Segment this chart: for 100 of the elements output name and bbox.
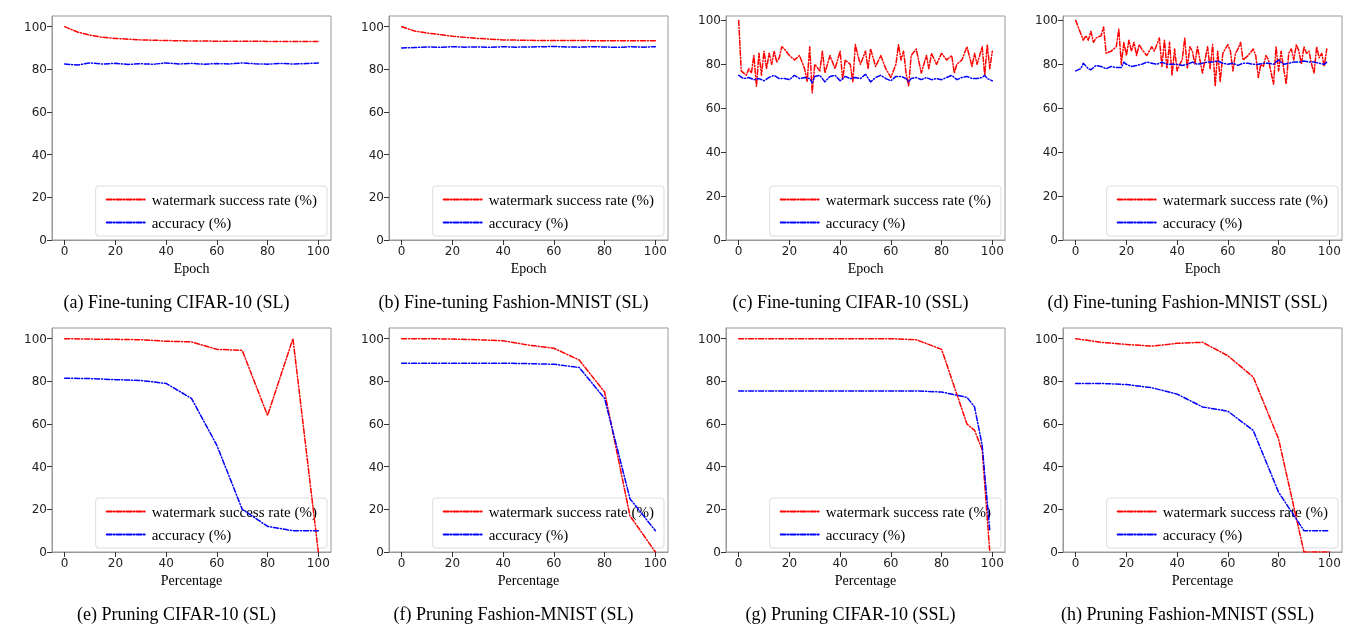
y-tick-label: 80: [31, 374, 47, 389]
line-series: [737, 337, 991, 553]
x-tick-label: 40: [1169, 556, 1185, 570]
y-tick-label: 20: [31, 190, 47, 205]
text: (h) Pruning Fashion-MNIST (SSL): [1060, 604, 1315, 625]
x-tick-label: 40: [158, 244, 174, 258]
x-tick-label: 100: [643, 556, 667, 570]
x-tick-label: 40: [832, 556, 848, 570]
line-series: [400, 25, 657, 42]
x-axis-title: Epoch: [510, 261, 547, 277]
x-tick-label: 100: [643, 244, 667, 258]
y-tick-label: 80: [1042, 57, 1058, 72]
line-series: [1074, 382, 1331, 532]
x-tick-label: 60: [883, 556, 899, 570]
x-tick-label: 80: [596, 244, 613, 258]
legend-label: accuracy (%): [151, 526, 232, 544]
y-tick-label: 100: [24, 331, 47, 346]
y-tick-label: 0: [376, 545, 384, 559]
x-tick-label: 20: [444, 244, 461, 258]
y-tick-label: 40: [705, 459, 721, 474]
y-tick-label: 40: [1042, 459, 1058, 474]
text: (a) Fine-tuning CIFAR-10 (SL): [63, 292, 290, 313]
y-tick-label: 100: [1035, 331, 1058, 346]
line-series: [737, 19, 994, 94]
y-tick-label: 20: [368, 502, 384, 517]
y-tick-label: 100: [361, 331, 384, 346]
text: (d) Fine-tuning Fashion-MNIST (SSL): [1047, 292, 1328, 313]
text: (g) Pruning CIFAR-10 (SSL): [745, 604, 956, 625]
y-tick-label: 0: [39, 233, 47, 247]
y-tick-label: 40: [368, 147, 384, 162]
x-tick-label: 60: [209, 556, 225, 570]
y-tick-label: 80: [1042, 374, 1058, 389]
y-tick-label: 60: [368, 417, 384, 431]
legend-label: accuracy (%): [1162, 526, 1243, 544]
x-tick-label: 20: [107, 556, 124, 570]
legend-label: watermark success rate (%): [825, 191, 992, 209]
x-axis-title: Percentage: [834, 573, 897, 589]
x-axis-title: Percentage: [1171, 573, 1234, 589]
y-tick-label: 40: [368, 459, 384, 474]
y-tick-label: 60: [705, 101, 721, 116]
x-tick-label: 20: [781, 556, 798, 570]
x-tick-label: 80: [259, 556, 276, 570]
y-tick-label: 60: [31, 417, 47, 431]
legend-label: accuracy (%): [825, 214, 906, 232]
x-axis-title: Epoch: [847, 261, 884, 277]
x-tick-label: 40: [158, 556, 174, 570]
x-tick-label: 40: [495, 244, 511, 258]
line-series: [737, 390, 991, 532]
y-tick-label: 0: [1050, 233, 1058, 247]
y-tick-label: 20: [1042, 502, 1058, 517]
y-tick-label: 60: [1042, 101, 1058, 116]
x-axis-title: Epoch: [1184, 261, 1221, 277]
legend-label: accuracy (%): [488, 214, 569, 232]
x-tick-label: 0: [1071, 556, 1080, 570]
text: (b) Fine-tuning Fashion-MNIST (SL): [378, 292, 649, 313]
y-tick-label: 80: [31, 62, 47, 77]
y-tick-label: 20: [31, 502, 47, 517]
x-tick-label: 80: [1270, 244, 1287, 258]
y-tick-label: 80: [705, 374, 721, 389]
x-tick-label: 0: [60, 244, 69, 258]
x-tick-label: 60: [883, 244, 899, 258]
x-tick-label: 20: [781, 244, 798, 258]
x-tick-label: 0: [397, 556, 406, 570]
x-tick-label: 100: [1317, 556, 1341, 570]
y-tick-label: 40: [31, 147, 47, 162]
x-tick-label: 80: [596, 556, 613, 570]
x-tick-label: 0: [734, 244, 743, 258]
y-tick-label: 100: [698, 13, 721, 28]
line-series: [63, 377, 320, 532]
x-tick-label: 20: [107, 244, 124, 258]
y-tick-label: 100: [24, 19, 47, 34]
line-series: [63, 337, 320, 553]
x-tick-label: 20: [444, 556, 461, 570]
x-axis-title: Percentage: [160, 573, 223, 589]
y-tick-label: 20: [705, 189, 721, 204]
y-tick-label: 0: [1050, 545, 1058, 559]
x-axis-title: Percentage: [497, 573, 560, 589]
x-tick-label: 0: [397, 244, 406, 258]
x-tick-label: 80: [259, 244, 276, 258]
x-tick-label: 80: [933, 244, 950, 258]
line-series: [1074, 337, 1331, 553]
x-tick-label: 100: [306, 244, 330, 258]
y-tick-label: 0: [713, 545, 721, 559]
x-tick-label: 80: [933, 556, 950, 570]
x-tick-label: 40: [1169, 244, 1185, 258]
x-tick-label: 0: [734, 556, 743, 570]
text: (c) Fine-tuning CIFAR-10 (SSL): [732, 292, 969, 313]
legend-label: accuracy (%): [1162, 214, 1243, 232]
legend-label: watermark success rate (%): [151, 191, 318, 209]
y-tick-label: 0: [713, 233, 721, 247]
y-tick-label: 40: [31, 459, 47, 474]
y-tick-label: 60: [705, 417, 721, 431]
legend-label: accuracy (%): [151, 214, 232, 232]
line-series: [63, 25, 320, 43]
y-tick-label: 40: [1042, 145, 1058, 160]
line-series: [737, 73, 994, 84]
x-tick-label: 80: [1270, 556, 1287, 570]
x-tick-label: 60: [1220, 244, 1236, 258]
x-tick-label: 20: [1118, 244, 1135, 258]
line-series: [400, 337, 657, 553]
